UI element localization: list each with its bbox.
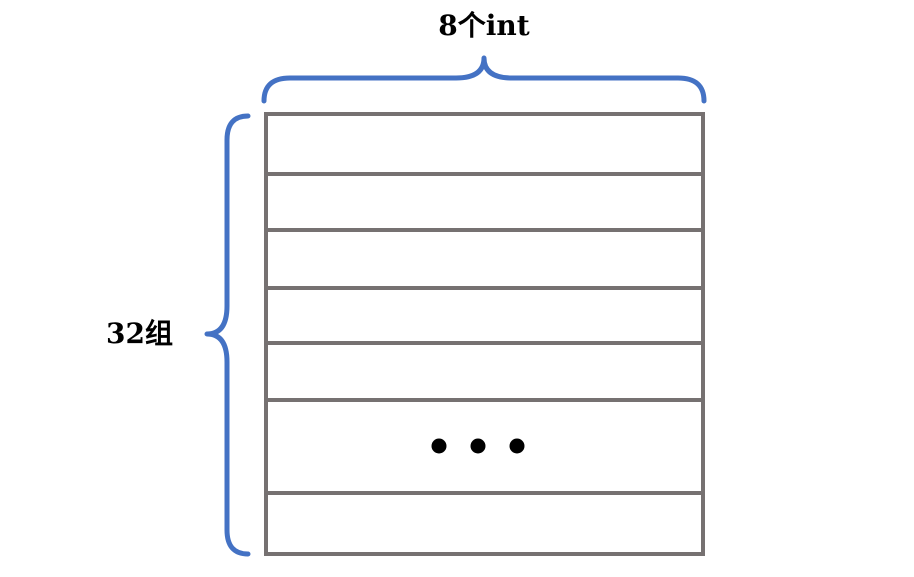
left-brace	[204, 113, 251, 557]
top-brace	[261, 55, 707, 104]
ellipsis-dots: • • •	[431, 438, 525, 454]
rows-label: 32组	[106, 317, 173, 350]
ellipsis-dot	[470, 438, 486, 454]
ellipsis-dot	[431, 438, 447, 454]
ellipsis-dot	[509, 438, 525, 454]
table-outline	[264, 112, 705, 556]
columns-label: 8个int	[438, 9, 530, 42]
